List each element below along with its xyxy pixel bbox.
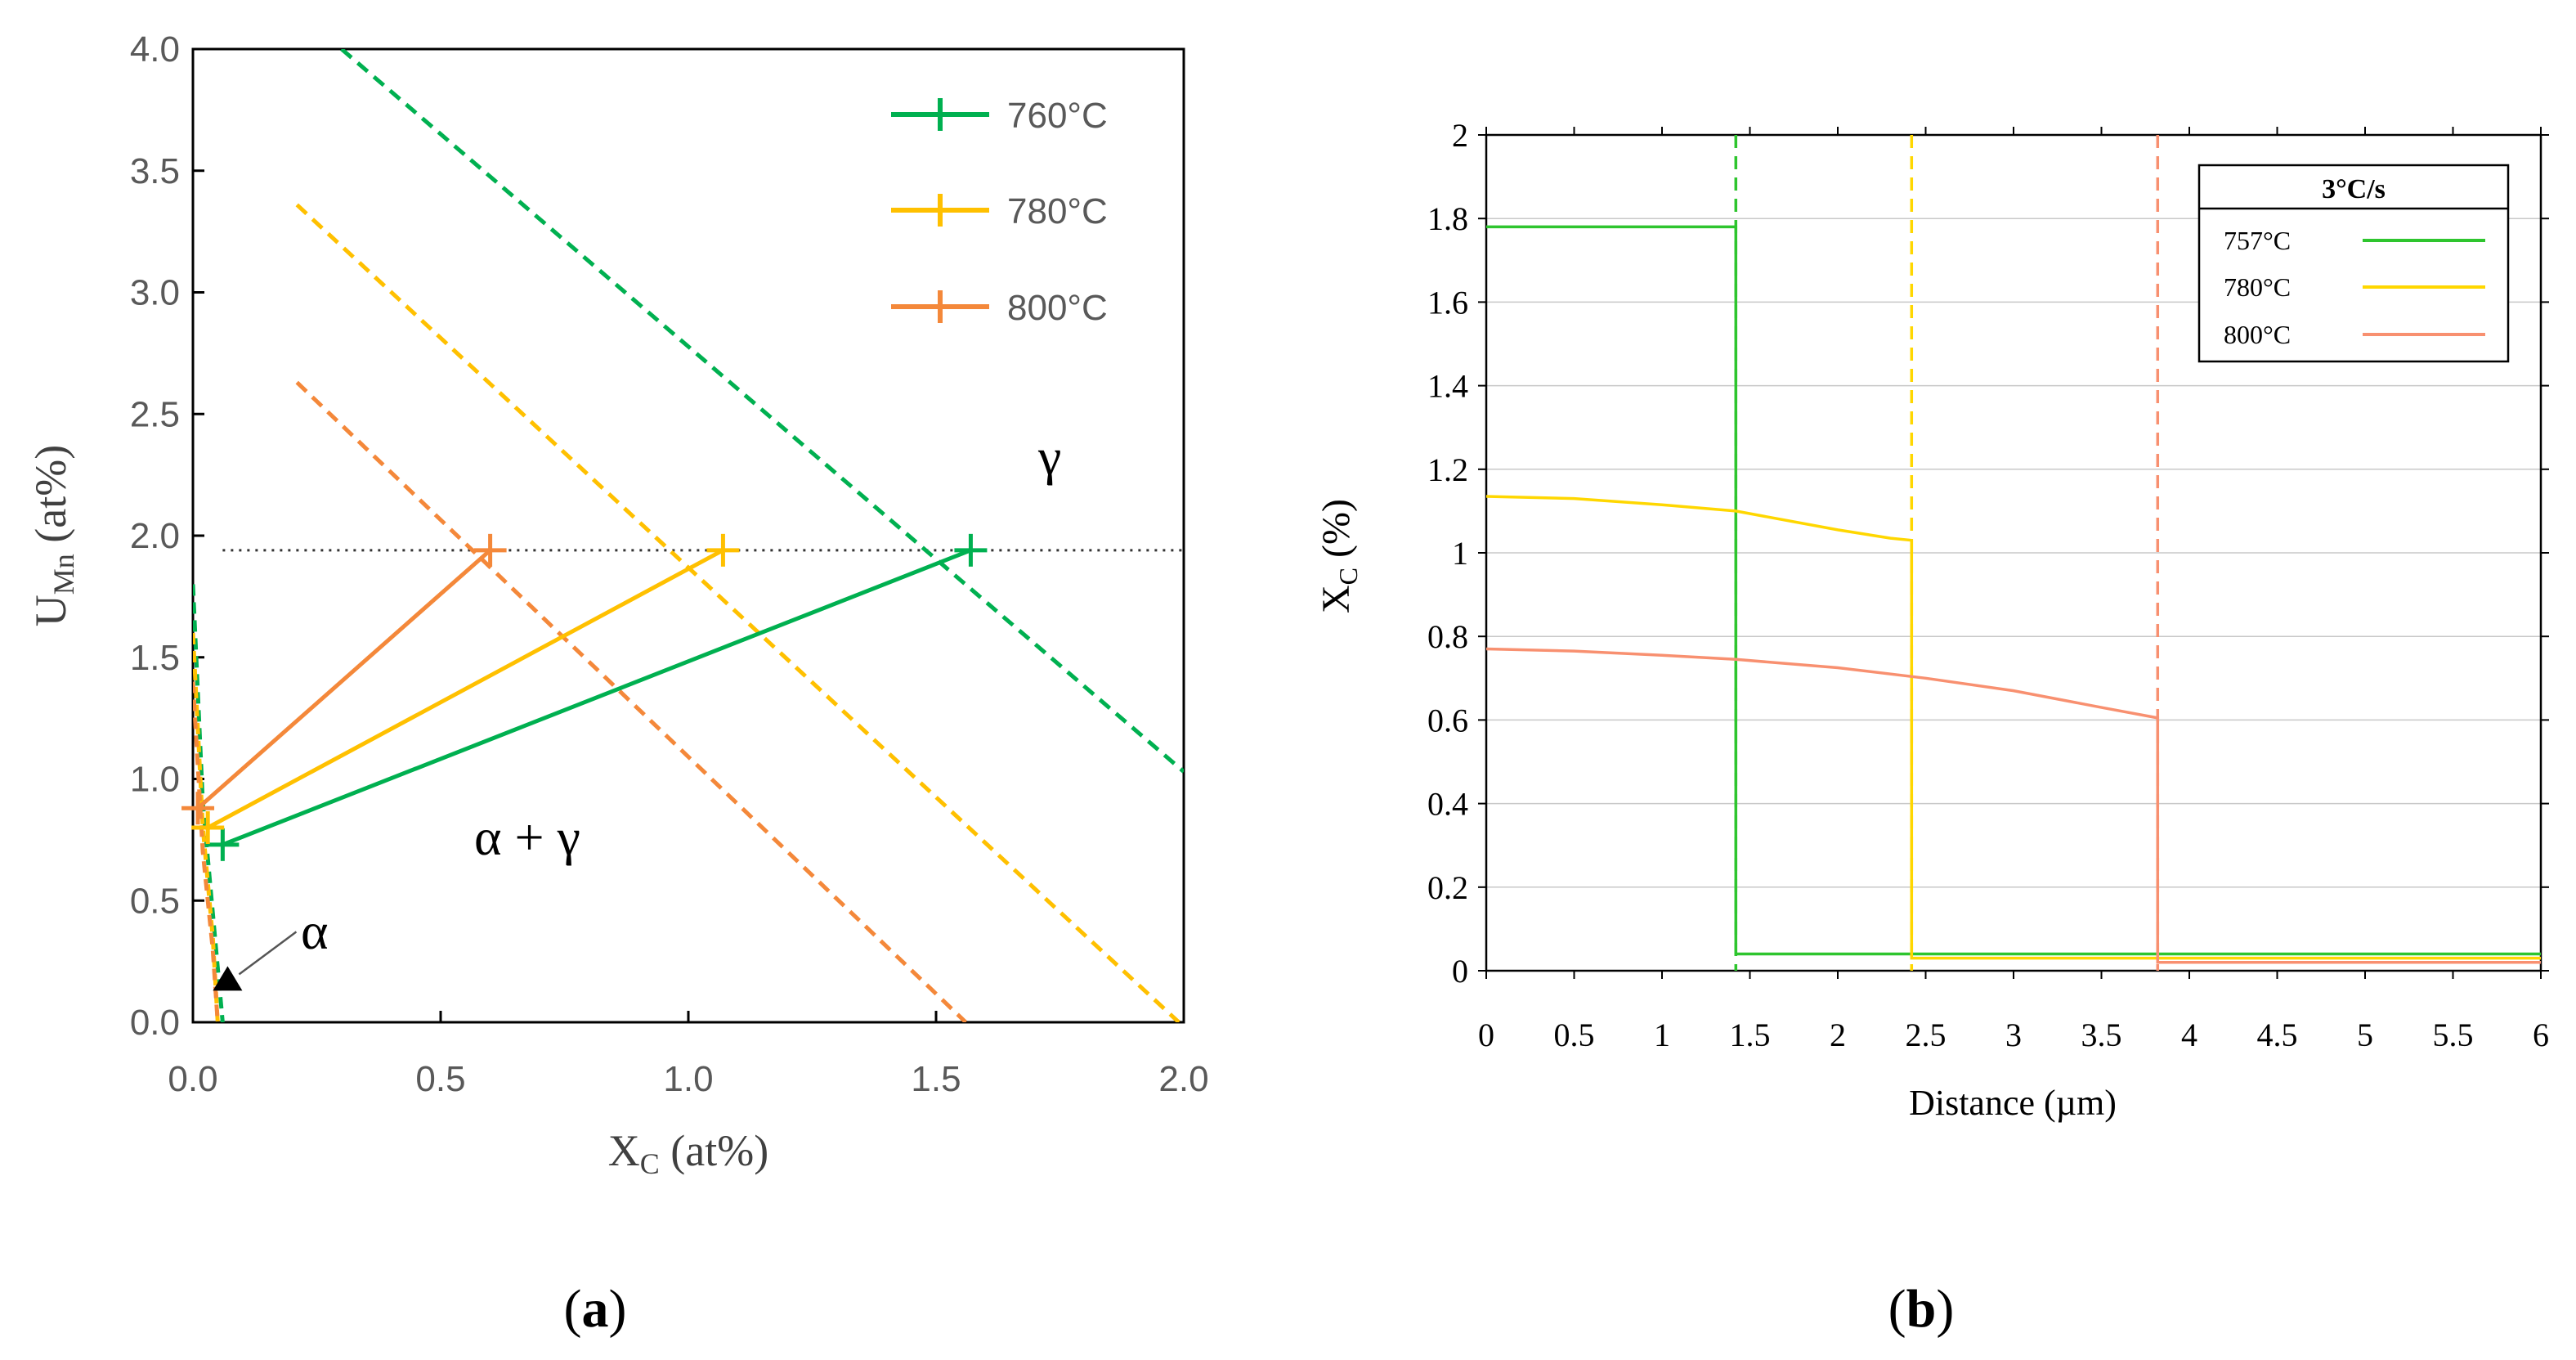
b-y-tick-label: 0.8 xyxy=(1427,618,1468,655)
plus-marker xyxy=(206,828,240,861)
a-y-tick-label: 4.0 xyxy=(130,29,180,70)
tie-line xyxy=(222,548,972,847)
b-x-tick-label: 1 xyxy=(1654,1017,1670,1053)
a-y-tick-label: 3.5 xyxy=(130,151,180,191)
legend-a-entry-800: 800°C xyxy=(891,288,1108,328)
a-x-tick-label: 1.5 xyxy=(911,1059,961,1099)
legend-b-title: 3°C/s xyxy=(2322,174,2386,204)
b-x-tick-label: 1.5 xyxy=(1730,1017,1771,1053)
b-y-tick-label: 0 xyxy=(1452,953,1468,990)
plus-marker xyxy=(706,533,740,567)
tie-line xyxy=(196,548,492,810)
b-x-tick-label: 0.5 xyxy=(1554,1017,1595,1053)
phase-boundaries xyxy=(193,49,1184,1022)
a-y-axis-label: UMn (at%) xyxy=(26,445,80,626)
b-x-tick-label: 6 xyxy=(2533,1017,2549,1053)
alpha-boundary-line xyxy=(193,681,220,1022)
b-x-tick-label: 3.5 xyxy=(2081,1017,2122,1053)
b-x-tick-label: 4 xyxy=(2181,1017,2197,1053)
panel-a-caption: (a) xyxy=(564,1279,627,1339)
b-y-tick-label: 0.2 xyxy=(1427,869,1468,906)
b-y-tick-label: 1.8 xyxy=(1427,200,1468,237)
legend-a-label: 760°C xyxy=(1007,96,1108,136)
a-y-tick-label: 0.5 xyxy=(130,881,180,921)
a-y-tick-label: 1.5 xyxy=(130,638,180,678)
a-x-ticks: 0.0 0.5 1.0 1.5 2.0 xyxy=(168,1011,1209,1099)
plus-marker xyxy=(191,811,225,844)
legend-b-label: 800°C xyxy=(2224,320,2291,349)
legend-a: 760°C 780°C 800°C xyxy=(891,96,1108,328)
b-y-tick-label: 0.4 xyxy=(1427,786,1468,823)
gamma-boundary-line xyxy=(340,49,1184,774)
b-x-ticks: 0 0.5 1 1.5 2 2.5 3 3.5 4 4.5 5 5.5 6 xyxy=(1478,127,2549,1053)
legend-a-label: 780°C xyxy=(1007,191,1108,231)
b-x-tick-label: 2.5 xyxy=(1906,1017,1947,1053)
a-y-tick-label: 2.0 xyxy=(130,516,180,556)
panel-a: 0.0 0.5 1.0 1.5 2.0 2.5 3.0 3.5 4.0 0.0 0.5 1.0 1.5… xyxy=(26,29,1209,1339)
a-y-tick-label: 2.5 xyxy=(130,394,180,434)
a-y-tick-label: 1.0 xyxy=(130,760,180,800)
legend-b-label: 780°C xyxy=(2224,272,2291,302)
b-x-tick-label: 5.5 xyxy=(2433,1017,2474,1053)
b-x-tick-label: 4.5 xyxy=(2257,1017,2298,1053)
b-x-axis-label: Distance (µm) xyxy=(1909,1083,2117,1123)
b-x-tick-label: 2 xyxy=(1830,1017,1846,1053)
b-y-tick-label: 1.4 xyxy=(1427,368,1468,405)
alpha-arrow xyxy=(238,931,298,976)
b-y-tick-label: 1 xyxy=(1452,535,1468,572)
plus-marker xyxy=(181,792,215,825)
b-y-axis-label: XC (%) xyxy=(1315,499,1363,613)
alpha-label: α xyxy=(301,902,329,960)
gamma-boundary-line xyxy=(295,380,968,1022)
a-x-tick-label: 1.0 xyxy=(663,1059,713,1099)
b-y-tick-label: 0.6 xyxy=(1427,702,1468,738)
profile-line xyxy=(1486,647,2541,964)
profiles xyxy=(1486,135,2541,971)
a-x-tick-label: 0.5 xyxy=(415,1059,465,1099)
b-x-tick-label: 5 xyxy=(2357,1017,2373,1053)
a-x-tick-label: 2.0 xyxy=(1158,1059,1208,1099)
a-y-tick-label: 3.0 xyxy=(130,273,180,313)
profile-line xyxy=(1486,225,2541,956)
b-x-tick-label: 0 xyxy=(1478,1017,1494,1053)
legend-a-entry-780: 780°C xyxy=(891,191,1108,231)
legend-a-label: 800°C xyxy=(1007,288,1108,328)
gamma-label: γ xyxy=(1037,428,1061,486)
b-y-tick-label: 1.2 xyxy=(1427,451,1468,488)
b-y-tick-label: 1.6 xyxy=(1427,284,1468,321)
panel-b-caption: (b) xyxy=(1888,1279,1955,1339)
gamma-boundary-line xyxy=(295,203,1180,1022)
b-y-ticks: 0 0.2 0.4 0.6 0.8 1 1.2 1.4 1.6 1.8 2 xyxy=(1427,117,2549,990)
plus-marker xyxy=(954,533,988,567)
a-x-axis-label: XC (at%) xyxy=(608,1126,768,1180)
alpha-marker-icon xyxy=(213,966,243,991)
tie-lines xyxy=(181,533,988,861)
panel-b: 0 0.2 0.4 0.6 0.8 1 1.2 1.4 1.6 1.8 2 0 0.5 1 1.5 2 2.5… xyxy=(1315,117,2549,1339)
b-x-tick-label: 3 xyxy=(2005,1017,2022,1053)
profile-line xyxy=(1486,495,2541,960)
legend-b-label: 757°C xyxy=(2224,226,2291,255)
a-x-tick-label: 0.0 xyxy=(168,1059,217,1099)
b-y-tick-label: 2 xyxy=(1452,117,1468,154)
plus-marker xyxy=(473,533,507,567)
legend-a-entry-760: 760°C xyxy=(891,96,1108,136)
a-y-tick-label: 0.0 xyxy=(130,1003,180,1043)
tie-line xyxy=(206,548,724,830)
a-y-ticks: 0.0 0.5 1.0 1.5 2.0 2.5 3.0 3.5 4.0 xyxy=(130,29,204,1043)
alpha-gamma-label: α + γ xyxy=(474,808,580,866)
legend-b: 3°C/s 757°C 780°C 800°C xyxy=(2197,164,2510,363)
